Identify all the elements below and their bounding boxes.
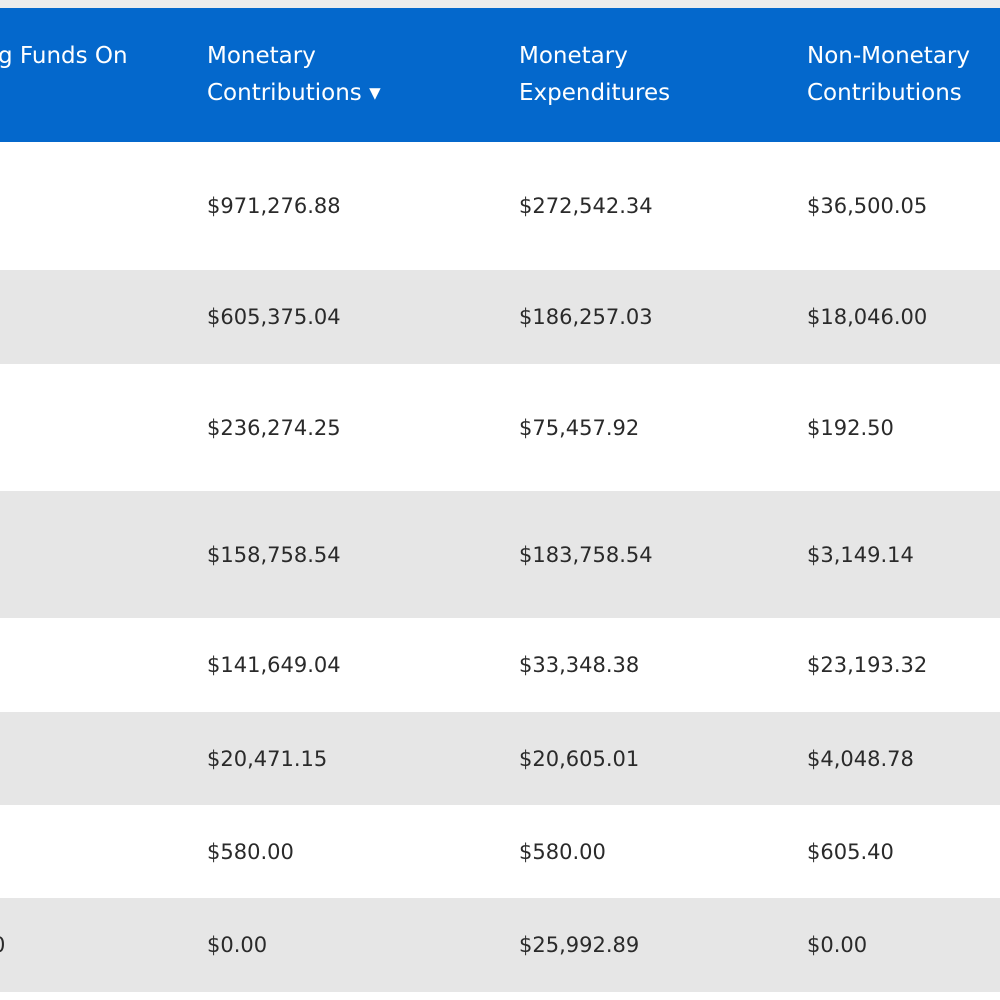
column-header: Non-Monetary Contributions <box>807 43 970 106</box>
table-cell: $36,500.05 <box>807 194 928 218</box>
table-cell: $75,457.92 <box>519 415 640 440</box>
table-cell: $20,471.15 <box>207 746 328 771</box>
sort-header[interactable]: Monetary Contributions ▾ <box>207 43 381 106</box>
table-row: $236,274.25 $75,457.92 $192.50 <box>0 364 1000 491</box>
table-cell: $0.00 <box>207 933 268 957</box>
table-cell: $33,348.38 <box>519 653 640 677</box>
table-row: $20,471.15 $20,605.01 $4,048.78 <box>0 712 1000 805</box>
column-header: g Funds On <box>0 43 128 69</box>
table-cell: $158,758.54 <box>207 542 341 567</box>
table-cell: $25,992.89 <box>519 933 640 957</box>
table-cell: $141,649.04 <box>207 653 341 677</box>
table-cell: $186,257.03 <box>519 305 653 329</box>
table-row: $141,649.04 $33,348.38 $23,193.32 <box>0 618 1000 712</box>
table-cell: $20,605.01 <box>519 746 640 771</box>
table-cell: $3,149.14 <box>807 542 914 567</box>
table-cell: $4,048.78 <box>807 746 914 771</box>
table-cell: $0.00 <box>807 933 868 957</box>
table-row: $580.00 $580.00 $605.40 <box>0 805 1000 898</box>
table-cell: $580.00 <box>207 839 294 864</box>
table-header: g Funds On Monetary Contributions ▾ Moneta… <box>0 8 1000 142</box>
table-cell: $605,375.04 <box>207 305 341 329</box>
table-cell: $183,758.54 <box>519 542 653 567</box>
table-row: $605,375.04 $186,257.03 $18,046.00 <box>0 270 1000 364</box>
table-row: 0 $0.00 $25,992.89 $0.00 <box>0 898 1000 992</box>
table-cell: $971,276.88 <box>207 194 341 218</box>
table-cell: $18,046.00 <box>807 305 928 329</box>
table-cell: 0 <box>0 933 5 957</box>
column-header: Monetary Expenditures <box>519 43 671 106</box>
table-cell: $272,542.34 <box>519 194 653 218</box>
table-row: $971,276.88 $272,542.34 $36,500.05 <box>0 142 1000 270</box>
top-strip <box>0 0 1000 8</box>
table-cell: $605.40 <box>807 839 894 864</box>
table-cell: $192.50 <box>807 415 894 440</box>
table-row: $158,758.54 $183,758.54 $3,149.14 <box>0 491 1000 618</box>
table-cell: $580.00 <box>519 839 606 864</box>
table-cell: $23,193.32 <box>807 653 928 677</box>
table-cell: $236,274.25 <box>207 415 341 440</box>
